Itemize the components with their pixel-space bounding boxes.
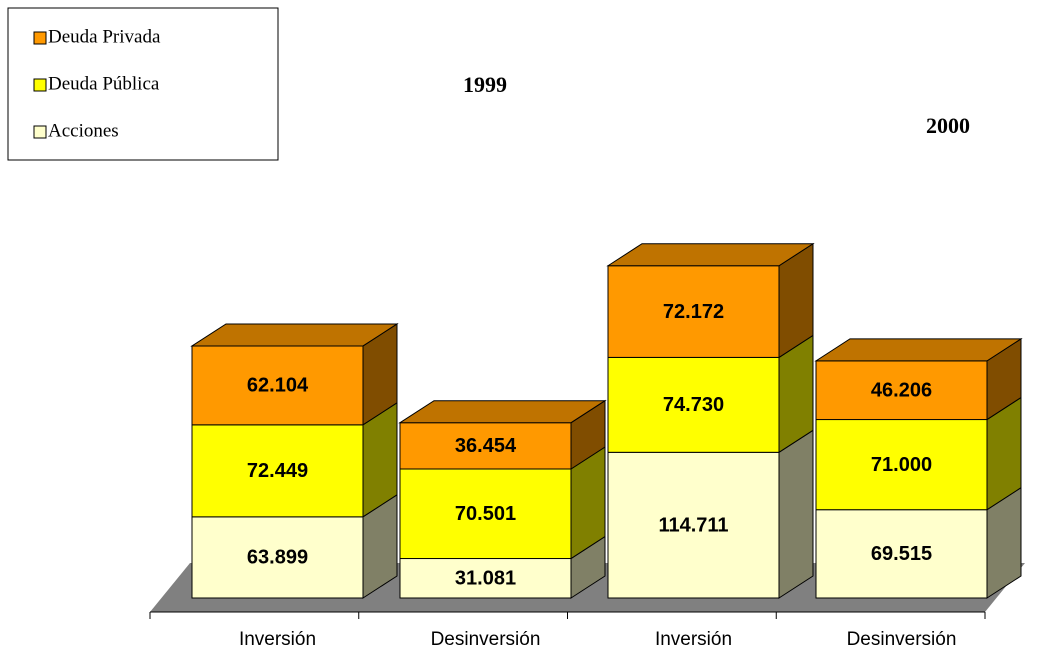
bar-front bbox=[815, 360, 988, 421]
legend-swatch bbox=[33, 31, 47, 45]
legend-label: Deuda Pública bbox=[48, 73, 160, 94]
value-label: 63.899 bbox=[247, 547, 308, 569]
legend-swatch bbox=[33, 125, 47, 139]
legend-box bbox=[7, 7, 279, 161]
bar-front bbox=[399, 468, 572, 560]
bar-segment bbox=[815, 486, 1022, 599]
bar-front bbox=[815, 509, 988, 599]
group-label: 2000 bbox=[926, 113, 970, 138]
bar-top bbox=[398, 400, 607, 424]
bar-front bbox=[607, 451, 780, 599]
bar-segment bbox=[606, 242, 815, 359]
value-label: 62.104 bbox=[247, 375, 309, 397]
bar-segment bbox=[398, 399, 607, 470]
bar-side bbox=[778, 429, 814, 599]
value-label: 31.081 bbox=[455, 568, 516, 590]
value-label: 71.000 bbox=[871, 454, 932, 476]
x-tick-label: Desinversión bbox=[431, 629, 541, 650]
legend-swatch bbox=[33, 78, 47, 92]
bar-top bbox=[190, 323, 399, 347]
x-tick-label: Inversión bbox=[239, 629, 316, 650]
bar-segment bbox=[190, 323, 399, 426]
bar-front bbox=[607, 356, 780, 453]
bar-front bbox=[607, 265, 780, 358]
bar-segment bbox=[815, 396, 1022, 511]
bar-front bbox=[191, 345, 364, 426]
group-label: 1999 bbox=[463, 72, 507, 97]
bar-front bbox=[399, 422, 572, 470]
value-label: 72.449 bbox=[247, 460, 308, 482]
value-label: 69.515 bbox=[871, 543, 932, 565]
value-label: 74.730 bbox=[663, 394, 724, 416]
value-label: 72.172 bbox=[663, 301, 724, 323]
bar-segment bbox=[607, 334, 814, 454]
bar-front bbox=[191, 424, 364, 518]
legend-label: Deuda Privada bbox=[48, 26, 161, 47]
bar-segment bbox=[814, 337, 1023, 421]
x-tick-label: Desinversión bbox=[847, 629, 957, 650]
bar-front bbox=[399, 558, 572, 599]
value-label: 46.206 bbox=[871, 379, 932, 401]
bar-segment bbox=[191, 493, 398, 599]
legend-label: Acciones bbox=[48, 120, 119, 141]
bar-segment bbox=[607, 429, 814, 599]
x-tick-label: Inversión bbox=[655, 629, 732, 650]
value-label: 70.501 bbox=[455, 503, 516, 525]
bar-segment bbox=[191, 401, 398, 518]
bar-segment bbox=[399, 535, 606, 599]
bar-front bbox=[815, 419, 988, 511]
bar-front bbox=[191, 516, 364, 599]
bar-top bbox=[606, 243, 815, 267]
value-label: 114.711 bbox=[658, 514, 728, 536]
bar-top bbox=[814, 338, 1023, 362]
bar-segment bbox=[399, 446, 606, 560]
value-label: 36.454 bbox=[455, 435, 517, 457]
